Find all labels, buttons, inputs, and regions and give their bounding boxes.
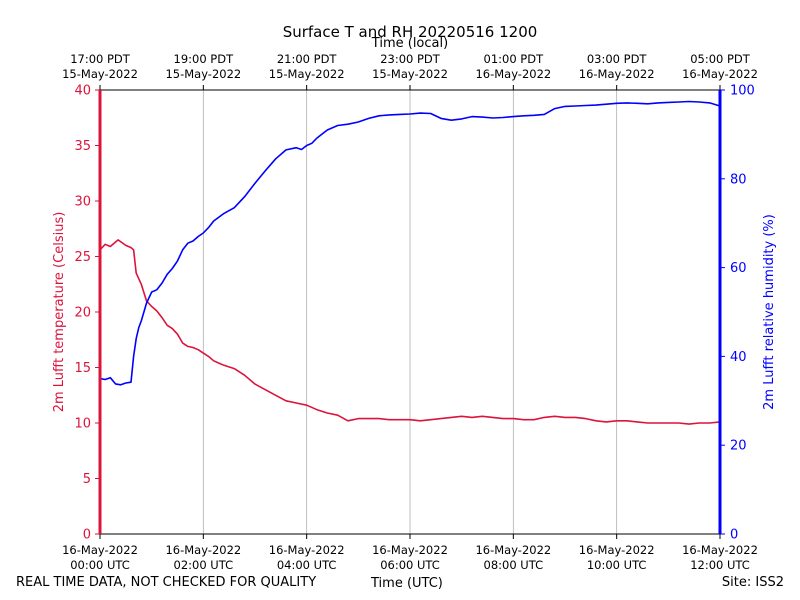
- temperature-line: [99, 239, 721, 425]
- tick-labels: 051015202530354002040608010016-May-20220…: [62, 52, 758, 572]
- top-tick-date: 16-May-2022: [475, 67, 551, 81]
- top-tick-date: 15-May-2022: [269, 67, 345, 81]
- top-tick-date: 15-May-2022: [165, 67, 241, 81]
- grid-lines: [202, 90, 618, 534]
- left-tick-label: 25: [74, 250, 91, 265]
- top-axis-label: Time (local): [371, 36, 448, 51]
- left-tick-label: 30: [74, 195, 91, 210]
- bottom-tick-time: 04:00 UTC: [277, 558, 337, 572]
- right-tick-label: 100: [730, 84, 755, 99]
- tick-marks: [95, 85, 725, 539]
- left-tick-label: 5: [83, 472, 91, 487]
- bottom-tick-date: 16-May-2022: [62, 543, 138, 557]
- quality-note: REAL TIME DATA, NOT CHECKED FOR QUALITY: [16, 575, 317, 590]
- left-tick-label: 40: [74, 84, 91, 99]
- bottom-tick-time: 10:00 UTC: [587, 558, 647, 572]
- bottom-tick-date: 16-May-2022: [475, 543, 551, 557]
- top-tick-date: 16-May-2022: [682, 67, 758, 81]
- top-tick-time: 01:00 PDT: [484, 52, 545, 66]
- right-tick-label: 60: [730, 261, 747, 276]
- bottom-tick-date: 16-May-2022: [165, 543, 241, 557]
- right-tick-label: 20: [730, 439, 747, 454]
- top-tick-date: 15-May-2022: [372, 67, 448, 81]
- site-label: Site: ISS2: [721, 575, 784, 590]
- bottom-tick-date: 16-May-2022: [372, 543, 448, 557]
- bottom-tick-time: 00:00 UTC: [70, 558, 130, 572]
- top-tick-time: 21:00 PDT: [277, 52, 338, 66]
- top-tick-time: 19:00 PDT: [174, 52, 235, 66]
- series-layer: [99, 100, 721, 425]
- left-axis-label: 2m Lufft temperature (Celsius): [52, 212, 67, 413]
- bottom-tick-time: 02:00 UTC: [174, 558, 234, 572]
- humidity-line: [99, 100, 721, 386]
- right-axis-label: 2m Lufft relative humidity (%): [762, 214, 777, 410]
- right-tick-label: 80: [730, 172, 747, 187]
- top-tick-time: 03:00 PDT: [587, 52, 648, 66]
- left-tick-label: 10: [74, 417, 91, 432]
- x-axis-label: Time (UTC): [371, 576, 443, 591]
- bottom-tick-time: 08:00 UTC: [484, 558, 544, 572]
- bottom-tick-date: 16-May-2022: [579, 543, 655, 557]
- left-tick-label: 0: [83, 528, 91, 543]
- top-tick-date: 16-May-2022: [579, 67, 655, 81]
- bottom-tick-date: 16-May-2022: [269, 543, 345, 557]
- bottom-tick-date: 16-May-2022: [682, 543, 758, 557]
- right-tick-label: 0: [730, 528, 738, 543]
- chart-title: Surface T and RH 20220516 1200: [283, 23, 538, 41]
- bottom-tick-time: 06:00 UTC: [380, 558, 440, 572]
- left-tick-label: 15: [74, 361, 91, 376]
- left-tick-label: 35: [74, 139, 91, 154]
- top-tick-time: 23:00 PDT: [380, 52, 441, 66]
- left-tick-label: 20: [74, 306, 91, 321]
- right-tick-label: 40: [730, 350, 747, 365]
- top-tick-date: 15-May-2022: [62, 67, 138, 81]
- top-tick-time: 05:00 PDT: [690, 52, 751, 66]
- top-tick-time: 17:00 PDT: [70, 52, 131, 66]
- bottom-tick-time: 12:00 UTC: [690, 558, 750, 572]
